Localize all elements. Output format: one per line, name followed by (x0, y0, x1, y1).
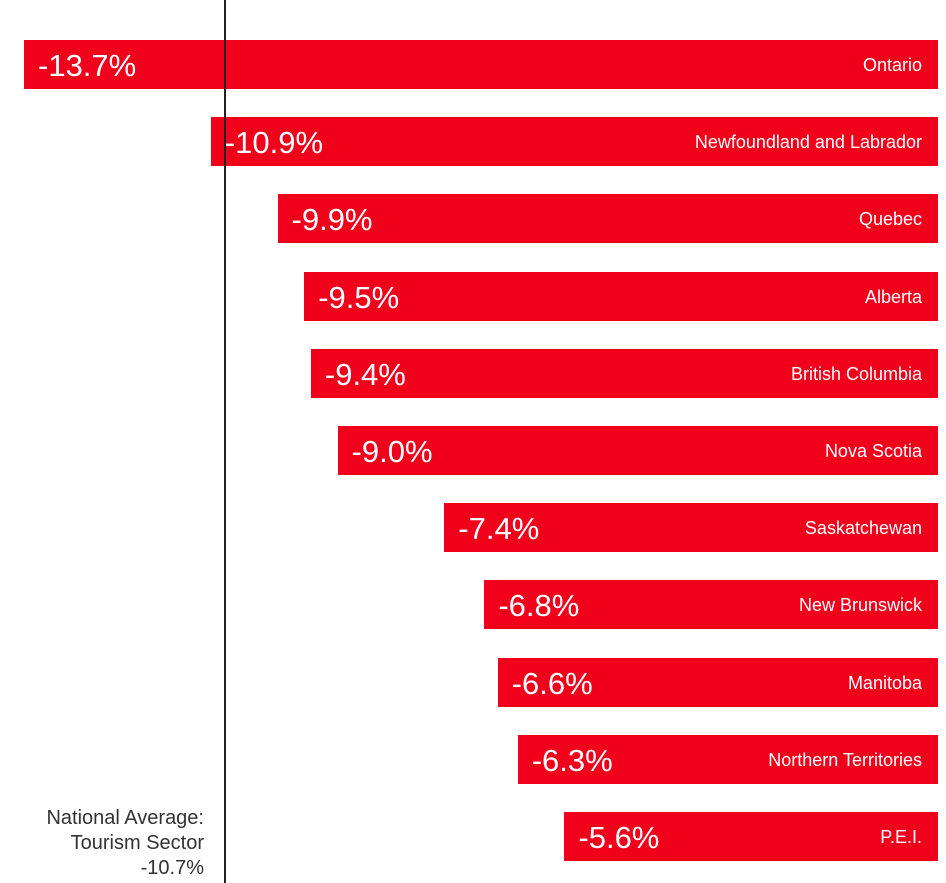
bar-category-label: Manitoba (847, 672, 922, 693)
bar-british-columbia (310, 348, 938, 398)
bar-category-label: Ontario (862, 55, 922, 75)
bar-saskatchewan (444, 503, 938, 553)
bar-nova-scotia (337, 426, 938, 475)
bar-category-label: Alberta (864, 286, 922, 307)
national-average-label-line-3: -10.7% (140, 857, 204, 879)
national-average-label-line-1: National Average: (46, 807, 204, 829)
bar-category-label: Northern Territories (768, 749, 922, 770)
bar-category-label: Quebec (858, 209, 922, 230)
bar-northern-territories (517, 734, 938, 784)
bar-value-label: -6.8% (498, 588, 580, 624)
bar-value-label: -9.9% (291, 202, 373, 238)
bar-value-label: -5.6% (578, 820, 660, 855)
bar-newfoundland-and-labrador (210, 117, 938, 167)
bar-category-label: New Brunswick (798, 595, 922, 616)
bar-category-label: P.E.I. (880, 827, 922, 847)
national-average-label-line-2: Tourism Sector (70, 832, 204, 854)
bar-value-label: -7.4% (458, 511, 540, 547)
bar-value-label: -6.3% (531, 742, 613, 778)
bar-new-brunswick (484, 580, 938, 630)
bar-category-label: British Columbia (790, 363, 922, 384)
bar-manitoba (497, 657, 938, 707)
bar-quebec (277, 194, 938, 244)
bar-value-label: -10.9% (224, 125, 324, 161)
bar-alberta (304, 271, 938, 321)
bar-value-label: -9.4% (324, 356, 406, 392)
bar-category-label: Nova Scotia (824, 441, 922, 461)
bar-value-label: -13.7% (38, 48, 137, 83)
national-average-label: National Average: Tourism Sector -10.7% (46, 806, 204, 881)
bar-ontario (24, 40, 938, 89)
bar-category-label: Saskatchewan (804, 518, 922, 539)
bar-category-label: Newfoundland and Labrador (694, 132, 922, 153)
bar-value-label: -9.5% (318, 279, 400, 315)
bar-p-e-i- (564, 812, 938, 861)
bar-value-label: -9.0% (351, 434, 433, 469)
bar-value-label: -6.6% (511, 665, 593, 701)
national-average-line (224, 0, 226, 883)
